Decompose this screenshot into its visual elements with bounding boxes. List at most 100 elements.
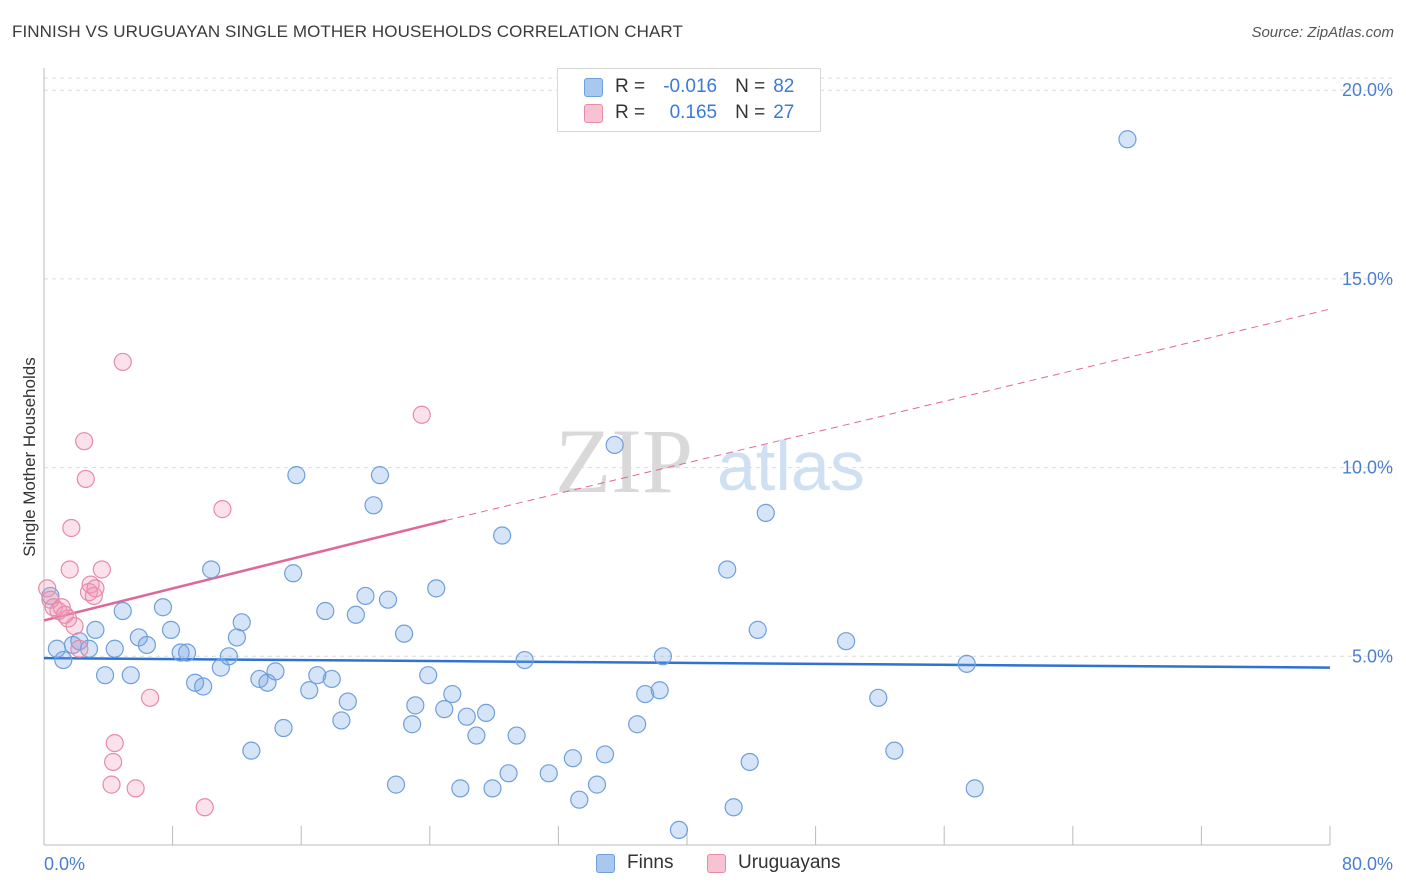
point-uruguayans xyxy=(104,752,123,772)
legend-swatch-finns xyxy=(584,77,603,97)
point-finns xyxy=(346,605,365,624)
legend-n-value: 82 xyxy=(773,76,795,97)
point-finns xyxy=(300,681,319,700)
point-finns xyxy=(219,647,238,666)
legend-r-value: -0.016 xyxy=(663,76,718,97)
data-points xyxy=(38,130,1137,840)
legend-r-label: R = xyxy=(615,76,646,97)
watermark-zip: ZIP xyxy=(555,410,693,512)
point-uruguayans xyxy=(102,775,121,794)
point-uruguayans xyxy=(195,798,214,817)
point-finns xyxy=(171,643,190,662)
point-uruguayans xyxy=(412,405,431,424)
point-uruguayans xyxy=(38,579,57,598)
point-finns xyxy=(332,711,351,730)
point-uruguayans xyxy=(75,432,94,451)
point-finns xyxy=(587,775,607,794)
legend: R = -0.016 N = 82 R = 0.165 N = 27 xyxy=(557,68,821,132)
point-uruguayans xyxy=(86,579,105,598)
bottom-legend-finns: Finns xyxy=(596,852,673,874)
point-finns xyxy=(322,669,341,689)
point-finns xyxy=(370,466,390,485)
watermark: ZIP atlas xyxy=(555,410,865,512)
point-finns xyxy=(419,666,438,685)
point-finns xyxy=(406,696,425,715)
bottom-legend-uruguayans: Uruguayans xyxy=(707,852,840,874)
point-finns xyxy=(394,624,414,643)
legend-r-value: 0.165 xyxy=(669,102,718,123)
point-finns xyxy=(483,779,502,798)
point-finns xyxy=(105,639,124,658)
x-tick-label-min: 0.0% xyxy=(44,854,85,874)
point-uruguayans xyxy=(113,352,132,372)
point-finns xyxy=(386,775,406,794)
y-tick-labels: 5.0% 10.0% 15.0% 20.0% xyxy=(1342,80,1393,666)
y-tick-label: 5.0% xyxy=(1352,646,1393,666)
point-finns xyxy=(1118,130,1137,149)
point-finns xyxy=(364,496,383,515)
trend-lines xyxy=(43,308,1331,669)
point-uruguayans xyxy=(65,617,84,636)
point-finns xyxy=(499,764,518,783)
source-credit: Source: ZipAtlas.com xyxy=(1251,24,1394,41)
point-uruguayans xyxy=(92,560,111,579)
point-finns xyxy=(378,590,398,609)
trend-line-uruguayans xyxy=(445,308,1331,521)
point-finns xyxy=(266,662,285,681)
y-tick-label: 15.0% xyxy=(1342,269,1393,289)
point-finns xyxy=(718,560,737,579)
point-finns xyxy=(748,620,767,639)
legend-row-uruguayans: R = 0.165 N = 27 xyxy=(584,100,794,126)
x-tick-labels: 0.0% 80.0% xyxy=(44,854,1393,874)
point-finns xyxy=(308,666,327,685)
point-finns xyxy=(427,579,446,598)
point-finns xyxy=(356,586,375,606)
point-finns xyxy=(595,745,615,764)
point-finns xyxy=(435,700,454,719)
point-finns xyxy=(287,466,306,485)
point-finns xyxy=(957,654,976,673)
bottom-legend-swatch-finns xyxy=(596,853,615,873)
point-finns xyxy=(669,820,689,840)
point-uruguayans xyxy=(59,609,78,628)
point-finns xyxy=(403,715,422,734)
point-finns xyxy=(153,598,173,617)
point-uruguayans xyxy=(105,734,124,753)
trend-line-finns xyxy=(43,656,1331,669)
point-uruguayans xyxy=(140,688,160,707)
point-finns xyxy=(476,703,496,723)
watermark-atlas: atlas xyxy=(717,427,865,505)
point-finns xyxy=(650,681,669,700)
point-finns xyxy=(227,628,246,647)
point-finns xyxy=(653,647,672,666)
point-finns xyxy=(493,526,512,545)
bottom-legend: Finns Uruguayans xyxy=(0,852,1406,878)
point-finns xyxy=(54,650,73,670)
point-finns xyxy=(515,650,534,670)
legend-row-finns: R = -0.016 N = 82 xyxy=(584,74,794,100)
point-finns xyxy=(316,601,335,621)
y-tick-label: 10.0% xyxy=(1342,458,1393,478)
point-finns xyxy=(86,620,105,639)
bottom-legend-label-finns: Finns xyxy=(627,852,674,873)
point-uruguayans xyxy=(213,500,232,519)
trend-line-uruguayans xyxy=(43,519,447,622)
point-finns xyxy=(113,601,132,621)
point-finns xyxy=(202,560,221,579)
x-tick-label-max: 80.0% xyxy=(1342,854,1393,874)
point-uruguayans xyxy=(76,469,95,489)
point-finns xyxy=(628,715,647,734)
point-finns xyxy=(837,632,856,651)
point-finns xyxy=(338,692,357,711)
point-finns xyxy=(451,779,470,798)
y-axis-label: Single Mother Households xyxy=(20,357,39,556)
point-finns xyxy=(457,707,476,726)
legend-swatch-uruguayans xyxy=(584,103,603,123)
point-finns xyxy=(443,684,462,704)
point-finns xyxy=(605,435,624,455)
point-finns xyxy=(161,620,181,639)
point-finns xyxy=(724,798,743,817)
point-finns xyxy=(274,718,293,738)
point-uruguayans xyxy=(84,586,103,606)
